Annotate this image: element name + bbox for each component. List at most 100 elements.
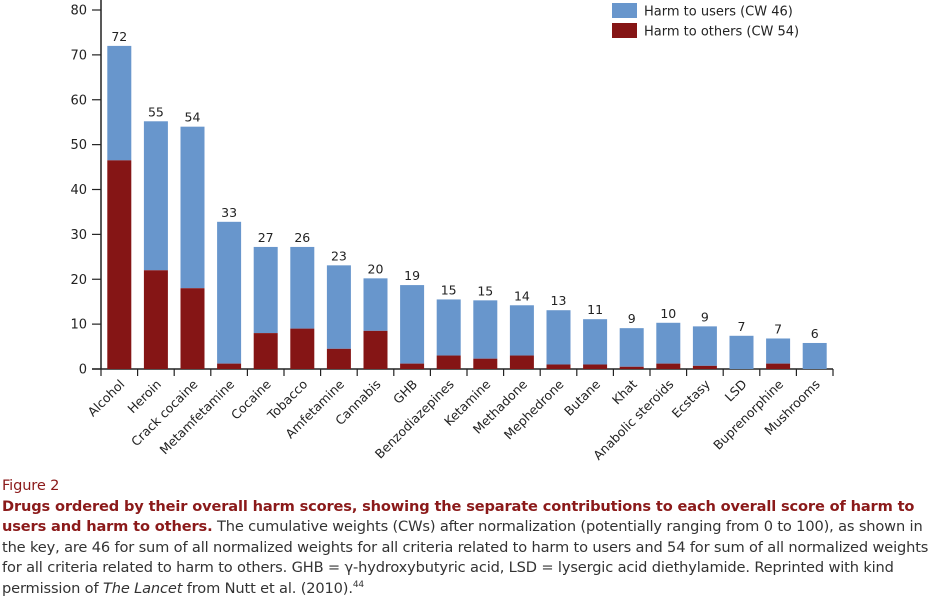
y-tick-label: 0 xyxy=(79,363,87,378)
bar-group: 26 xyxy=(290,230,315,369)
bar-group: 11 xyxy=(583,302,608,369)
bar-harm-to-others xyxy=(290,328,315,369)
bar-group: 19 xyxy=(400,268,425,369)
bar-group: 15 xyxy=(436,282,461,369)
x-category-label: Khat xyxy=(609,376,640,407)
bar-total-label: 13 xyxy=(551,293,567,308)
bar-total-label: 11 xyxy=(587,302,603,317)
bars: 72 55 54 33 27 26 23 20 19 15 15 14 13 11 9 10 9 7 7 6 xyxy=(107,29,827,369)
bar-harm-to-others xyxy=(326,348,351,369)
bar-group: 33 xyxy=(217,205,242,369)
x-category-label: GHB xyxy=(390,377,420,407)
bar-harm-to-users xyxy=(436,299,461,356)
bar-harm-to-others xyxy=(766,363,791,369)
y-tick-label: 40 xyxy=(70,183,87,198)
bar-total-label: 27 xyxy=(258,230,274,245)
bar-harm-to-others xyxy=(583,364,608,369)
bar-harm-to-users xyxy=(107,45,132,161)
bar-group: 9 xyxy=(692,309,717,369)
bar-total-label: 9 xyxy=(628,311,636,326)
legend-label: Harm to users (CW 46) xyxy=(644,5,793,20)
y-tick-label: 10 xyxy=(70,318,87,333)
bar-total-label: 6 xyxy=(811,326,819,341)
bar-group: 72 xyxy=(107,29,132,369)
figure-number: Figure 2 xyxy=(2,477,60,494)
bar-total-label: 15 xyxy=(441,282,457,297)
y-tick-label: 70 xyxy=(70,48,87,63)
bar-harm-to-others xyxy=(656,363,681,369)
bar-group: 27 xyxy=(253,230,278,369)
bar-harm-to-others xyxy=(509,355,534,369)
x-category-label: LSD xyxy=(722,377,750,405)
bar-harm-to-others xyxy=(217,363,242,369)
bar-harm-to-others xyxy=(400,363,425,369)
y-tick-label: 50 xyxy=(70,138,87,153)
bar-harm-to-users xyxy=(180,126,205,289)
bar-harm-to-others xyxy=(692,365,717,369)
legend: Harm to users (CW 46) Harm to others (CW … xyxy=(612,3,799,40)
caption-body-end: from Nutt et al. (2010). xyxy=(182,579,353,597)
bar-total-label: 14 xyxy=(514,288,530,303)
x-category-label: Butane xyxy=(561,376,603,418)
caption-title: Drugs ordered by their overall harm scor… xyxy=(2,497,915,536)
bar-harm-to-others xyxy=(546,364,571,369)
bar-harm-to-others xyxy=(143,270,168,369)
x-category-label: Alcohol xyxy=(85,377,128,420)
bar-total-label: 19 xyxy=(404,268,420,283)
caption-source-journal: The Lancet xyxy=(102,579,183,597)
bar-harm-to-users xyxy=(143,121,168,271)
x-category-label: Ecstasy xyxy=(669,376,714,421)
bar-harm-to-users xyxy=(217,221,242,364)
figure-caption: Figure 2 Drugs ordered by their overall … xyxy=(2,476,932,599)
bar-total-label: 20 xyxy=(368,261,384,276)
bar-harm-to-users xyxy=(326,265,351,349)
bar-harm-to-others xyxy=(107,160,132,369)
bar-group: 23 xyxy=(326,248,351,369)
bar-total-label: 72 xyxy=(111,29,127,44)
bar-total-label: 54 xyxy=(185,110,201,125)
bar-harm-to-others xyxy=(180,288,205,369)
legend-label: Harm to others (CW 54) xyxy=(644,25,799,40)
bar-harm-to-users xyxy=(546,310,571,365)
y-tick-label: 20 xyxy=(70,273,87,288)
bar-group: 13 xyxy=(546,293,571,369)
bar-total-label: 55 xyxy=(148,104,164,119)
bar-group: 15 xyxy=(473,283,498,369)
y-tick-label: 30 xyxy=(70,228,87,243)
bar-harm-to-users xyxy=(253,246,278,334)
bar-total-label: 15 xyxy=(477,283,493,298)
bar-harm-to-users xyxy=(583,319,608,365)
y-tick-label: 80 xyxy=(70,4,87,19)
bar-harm-to-users xyxy=(363,278,388,331)
bar-group: 7 xyxy=(729,319,754,369)
caption-body: The cumulative weights (CWs) after norma… xyxy=(2,518,929,597)
bar-group: 6 xyxy=(802,326,827,369)
y-axis: 0 10 20 30 40 50 60 70 80 xyxy=(70,0,102,378)
bar-harm-to-others xyxy=(619,366,644,369)
bar-total-label: 7 xyxy=(738,319,746,334)
bar-group: 7 xyxy=(766,321,791,369)
y-tick-label: 60 xyxy=(70,93,87,108)
bar-harm-to-others xyxy=(253,333,278,369)
bar-harm-to-users xyxy=(766,338,791,364)
legend-swatch xyxy=(612,3,637,18)
bar-total-label: 23 xyxy=(331,248,347,263)
bar-group: 54 xyxy=(180,110,205,369)
bar-harm-to-others xyxy=(436,355,461,369)
bar-harm-to-others xyxy=(363,330,388,369)
bar-harm-to-users xyxy=(473,300,498,359)
bar-harm-to-users xyxy=(729,335,754,369)
bar-total-label: 26 xyxy=(294,230,310,245)
bar-total-label: 9 xyxy=(701,309,709,324)
bar-harm-to-users xyxy=(509,305,534,356)
bar-group: 10 xyxy=(656,306,681,369)
bar-total-label: 33 xyxy=(221,205,237,220)
bar-group: 20 xyxy=(363,261,388,369)
bar-total-label: 10 xyxy=(660,306,676,321)
bar-group: 9 xyxy=(619,311,644,369)
bar-total-label: 7 xyxy=(774,321,782,336)
bar-harm-to-users xyxy=(400,285,425,364)
bar-group: 14 xyxy=(509,288,534,369)
